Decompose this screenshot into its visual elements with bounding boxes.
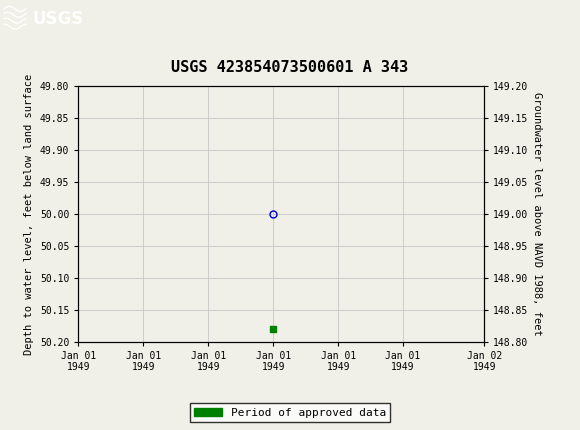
Y-axis label: Groundwater level above NAVD 1988, feet: Groundwater level above NAVD 1988, feet	[532, 92, 542, 336]
Text: USGS 423854073500601 A 343: USGS 423854073500601 A 343	[171, 60, 409, 75]
Y-axis label: Depth to water level, feet below land surface: Depth to water level, feet below land su…	[24, 73, 34, 355]
Legend: Period of approved data: Period of approved data	[190, 403, 390, 422]
Text: USGS: USGS	[32, 10, 84, 28]
